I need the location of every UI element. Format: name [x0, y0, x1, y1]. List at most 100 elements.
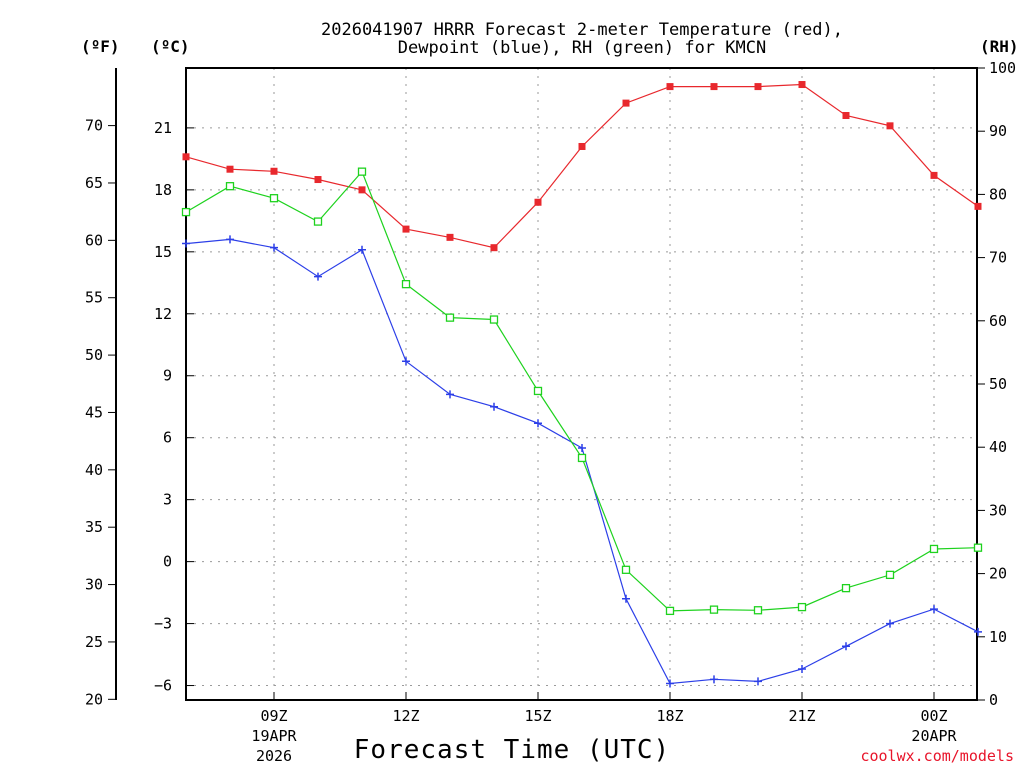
fahrenheit-tick-label: 25: [85, 633, 103, 651]
celsius-unit-label: (ºC): [151, 37, 190, 56]
celsius-tick-label: 6: [163, 429, 172, 447]
temperature-point: [227, 166, 234, 173]
celsius-tick-label: 18: [154, 181, 172, 199]
rh-series-line: [186, 172, 978, 611]
temperature-point: [535, 199, 542, 206]
dewpoint-point: [930, 605, 938, 613]
rh-point: [535, 387, 542, 394]
x-tick-label: 18Z: [656, 707, 683, 725]
grid-lines: [186, 68, 977, 700]
dewpoint-point: [182, 240, 190, 248]
rh-point: [667, 607, 674, 614]
rh-unit-label: (RH): [980, 37, 1019, 56]
x-axis-label: Forecast Time (UTC): [354, 735, 670, 765]
rh-point: [799, 604, 806, 611]
x-tick-label: 21Z: [788, 707, 815, 725]
rh-point: [755, 607, 762, 614]
rh-tick-label: 90: [989, 122, 1007, 140]
dewpoint-point: [798, 665, 806, 673]
rh-tick-label: 100: [989, 59, 1016, 77]
x-tick-label: 00Z: [920, 707, 947, 725]
dewpoint-point: [886, 620, 894, 628]
temperature-point: [579, 143, 586, 150]
celsius-tick-label: 12: [154, 305, 172, 323]
x-tick-label: 09Z: [260, 707, 287, 725]
rh-point: [403, 281, 410, 288]
dewpoint-point: [314, 273, 322, 281]
rh-point: [579, 454, 586, 461]
plot-frame: [186, 68, 977, 700]
fahrenheit-tick-label: 55: [85, 289, 103, 307]
dewpoint-point: [754, 677, 762, 685]
temperature-point: [755, 83, 762, 90]
rh-tick-label: 0: [989, 691, 998, 709]
rh-tick-label: 80: [989, 185, 1007, 203]
dewpoint-point: [358, 246, 366, 254]
rh-point: [623, 566, 630, 573]
celsius-tick-label: 15: [154, 243, 172, 261]
dewpoint-point: [578, 444, 586, 452]
dewpoint-point: [622, 595, 630, 603]
temperature-point: [315, 176, 322, 183]
dewpoint-point: [270, 244, 278, 252]
source-credit[interactable]: coolwx.com/models: [860, 747, 1014, 765]
x-tick-label: 12Z: [392, 707, 419, 725]
x-tick-date-label: 19APR: [251, 727, 297, 745]
temperature-point: [183, 153, 190, 160]
rh-tick-label: 40: [989, 438, 1007, 456]
rh-point: [315, 218, 322, 225]
dewpoint-point: [842, 642, 850, 650]
fahrenheit-unit-label: (ºF): [81, 37, 120, 56]
fahrenheit-tick-label: 45: [85, 403, 103, 421]
celsius-tick-label: 9: [163, 367, 172, 385]
rh-point: [491, 316, 498, 323]
rh-point: [887, 571, 894, 578]
fahrenheit-tick-label: 50: [85, 346, 103, 364]
celsius-tick-label: 3: [163, 491, 172, 509]
celsius-tick-label: −3: [154, 615, 172, 633]
temperature-point: [887, 122, 894, 129]
rh-point: [183, 209, 190, 216]
temperature-point: [931, 172, 938, 179]
celsius-tick-label: 0: [163, 553, 172, 571]
celsius-tick-label: −6: [154, 677, 172, 695]
dewpoint-point: [666, 679, 674, 687]
temperature-point: [667, 83, 674, 90]
rh-point: [447, 314, 454, 321]
temperature-point: [271, 168, 278, 175]
temperature-point: [359, 186, 366, 193]
axis-ticks: −6 −3 0 3 6 9 12 15 18 21 20 25 30 35 40 45 50 55 60 65 70 0 1…: [85, 59, 1016, 765]
temperature-point: [975, 203, 982, 210]
fahrenheit-tick-label: 30: [85, 576, 103, 594]
x-tick-year-label: 2026: [256, 747, 292, 765]
dewpoint-point: [710, 675, 718, 683]
data-series: [182, 81, 982, 687]
temperature-point: [799, 81, 806, 88]
x-tick-date-label: 20APR: [911, 727, 957, 745]
dewpoint-point: [490, 403, 498, 411]
dewpoint-point: [226, 235, 234, 243]
forecast-chart: 2026041907 HRRR Forecast 2-meter Tempera…: [0, 0, 1024, 768]
temperature-point: [447, 234, 454, 241]
rh-point: [843, 585, 850, 592]
rh-point: [359, 168, 366, 175]
temperature-point: [491, 244, 498, 251]
temperature-point: [623, 100, 630, 107]
rh-point: [271, 195, 278, 202]
fahrenheit-tick-label: 35: [85, 518, 103, 536]
temperature-point: [711, 83, 718, 90]
rh-point: [975, 544, 982, 551]
dewpoint-point: [534, 419, 542, 427]
temperature-point: [843, 112, 850, 119]
rh-point: [227, 183, 234, 190]
chart-title-line1: 2026041907 HRRR Forecast 2-meter Tempera…: [321, 20, 843, 40]
chart-title-line2: Dewpoint (blue), RH (green) for KMCN: [398, 38, 766, 58]
fahrenheit-tick-label: 60: [85, 231, 103, 249]
dewpoint-point: [974, 628, 982, 636]
rh-tick-label: 50: [989, 375, 1007, 393]
fahrenheit-tick-label: 20: [85, 690, 103, 708]
fahrenheit-tick-label: 70: [85, 117, 103, 135]
x-tick-label: 15Z: [524, 707, 551, 725]
rh-point: [931, 545, 938, 552]
rh-point: [711, 606, 718, 613]
